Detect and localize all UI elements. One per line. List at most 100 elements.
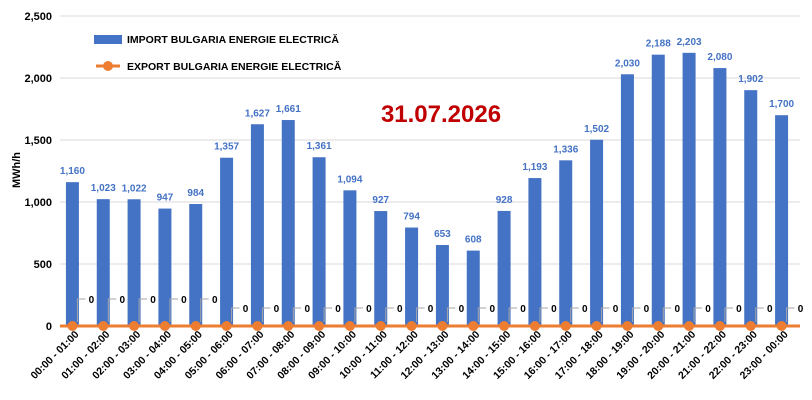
export-series [60, 321, 800, 331]
export-data-label: 0 [150, 295, 156, 306]
export-point [714, 321, 725, 331]
export-point [591, 321, 602, 331]
export-point [159, 321, 170, 331]
import-bar-label: 2,080 [707, 52, 732, 63]
export-data-label: 0 [736, 304, 742, 315]
export-data-label: 0 [243, 304, 249, 315]
import-series [65, 52, 789, 327]
y-tick-label: 0 [46, 321, 52, 333]
import-bar-label: 1,022 [122, 183, 147, 194]
import-bar [744, 90, 758, 326]
import-bar-label: 1,627 [245, 108, 270, 119]
import-bar [651, 54, 665, 327]
export-data-label: 0 [89, 295, 95, 306]
export-point [67, 321, 78, 331]
import-bar [158, 208, 172, 326]
export-point [98, 321, 109, 331]
import-bar [343, 190, 357, 326]
export-data-label: 0 [459, 304, 465, 315]
export-label-leader [107, 298, 117, 322]
import-bar-label: 1,193 [522, 162, 547, 173]
chart-title: 31.07.2026 [381, 101, 501, 128]
export-point [190, 321, 201, 331]
import-bar [250, 124, 264, 326]
import-bar-label: 1,661 [276, 104, 301, 115]
export-point [560, 321, 571, 331]
import-bar [220, 157, 234, 326]
export-data-label: 0 [335, 304, 341, 315]
export-point [499, 321, 510, 331]
import-bar [497, 210, 511, 326]
import-bar [713, 68, 727, 326]
export-data-label: 0 [119, 295, 125, 306]
export-label-leaders [76, 298, 795, 322]
export-label-leader [169, 298, 178, 322]
export-label-leader [786, 307, 795, 322]
export-point [283, 321, 294, 331]
export-point [653, 321, 664, 331]
export-label-leader [446, 307, 456, 322]
import-bar-label: 1,357 [214, 142, 239, 153]
import-bar-label: 2,188 [646, 39, 671, 50]
legend-export-marker [103, 61, 113, 71]
legend: IMPORT BULGARIA ENERGIE ELECTRICĂ EXPORT… [94, 33, 342, 73]
import-bar [127, 199, 141, 326]
y-tick-label: 500 [34, 259, 52, 271]
legend-import-swatch [94, 35, 122, 44]
export-label-leader [631, 307, 641, 322]
import-bar-label: 927 [372, 195, 389, 206]
export-label-leader [508, 307, 518, 322]
export-data-label: 0 [582, 304, 588, 315]
export-data-label: 0 [397, 304, 403, 315]
export-label-leader [570, 307, 579, 322]
y-tick-label: 2,500 [24, 11, 52, 23]
export-data-label: 0 [489, 304, 495, 315]
export-point [745, 321, 756, 331]
import-bar [528, 178, 542, 326]
export-point [684, 321, 695, 331]
import-bar-label: 984 [187, 188, 204, 199]
export-data-label: 0 [644, 304, 650, 315]
export-point [529, 321, 540, 331]
import-bar [65, 182, 79, 326]
export-point [344, 321, 355, 331]
import-bar-label: 1,361 [307, 141, 332, 152]
import-bar [682, 52, 696, 326]
import-bar [559, 160, 573, 326]
export-label-leader [601, 307, 610, 322]
import-bar-label: 1,160 [60, 166, 85, 177]
legend-import-label: IMPORT BULGARIA ENERGIE ELECTRICĂ [127, 33, 339, 46]
export-data-label: 0 [274, 304, 280, 315]
export-data-label: 0 [212, 295, 218, 306]
export-data-labels: 0 0 0 0 0 0 0 0 0 0 0 0 0 0 0 0 0 0 0 0 0 0 0 0 [89, 295, 804, 315]
export-data-label: 0 [767, 304, 773, 315]
export-point [437, 321, 448, 331]
import-bar-label: 2,030 [615, 58, 640, 69]
export-point [375, 321, 386, 331]
export-point [622, 321, 633, 331]
export-point [468, 321, 479, 331]
export-data-label: 0 [520, 304, 526, 315]
import-bar-label: 928 [496, 195, 513, 206]
export-label-leader [76, 298, 86, 322]
import-bar [405, 227, 419, 326]
export-data-label: 0 [551, 304, 557, 315]
export-data-label: 0 [613, 304, 619, 315]
export-label-leader [385, 307, 394, 322]
y-tick-label: 1,500 [24, 135, 52, 147]
import-bar-label: 1,700 [769, 99, 794, 110]
import-bar-label: 2,203 [677, 37, 702, 48]
import-bar-label: 1,902 [738, 74, 763, 85]
export-label-leader [724, 307, 733, 322]
export-label-leader [477, 307, 487, 322]
export-point [221, 321, 232, 331]
export-point [406, 321, 417, 331]
export-label-leader [416, 307, 425, 322]
export-label-leader [323, 307, 333, 322]
export-label-leader [261, 307, 271, 322]
import-bar [775, 115, 789, 326]
import-bar [435, 245, 449, 326]
